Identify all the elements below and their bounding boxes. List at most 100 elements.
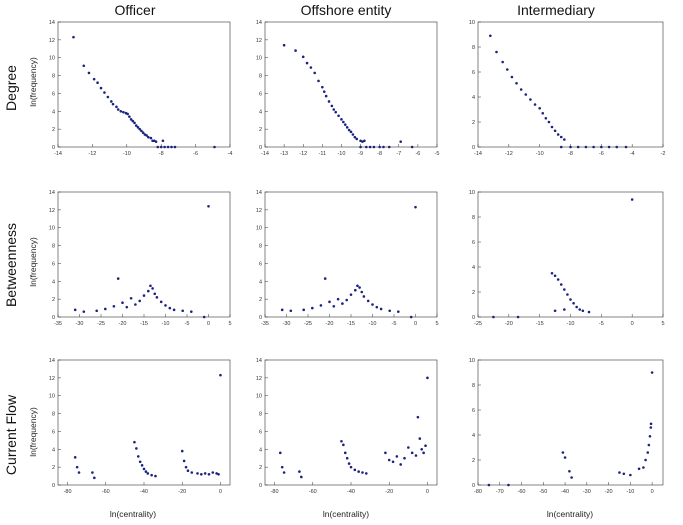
y-tick-label: 12 xyxy=(256,38,262,44)
y-tick-label: 4 xyxy=(52,109,55,115)
y-tick-label: 2 xyxy=(472,458,475,464)
data-point xyxy=(190,471,194,474)
data-point xyxy=(119,109,123,113)
data-point xyxy=(317,79,320,83)
data-point xyxy=(345,456,349,460)
data-point xyxy=(164,304,167,307)
data-point xyxy=(416,415,420,419)
data-point xyxy=(349,293,353,296)
data-point xyxy=(363,139,366,143)
x-tick-label: -12 xyxy=(299,151,307,157)
data-point xyxy=(96,81,99,85)
data-point xyxy=(145,134,148,137)
data-point xyxy=(568,469,571,473)
panel-frame xyxy=(477,21,664,148)
panel-frame xyxy=(57,359,231,486)
data-point xyxy=(77,471,81,474)
data-point xyxy=(495,50,498,54)
x-tick-label: -10 xyxy=(626,489,634,495)
data-point xyxy=(340,118,343,121)
data-point xyxy=(334,110,338,114)
data-point xyxy=(342,443,345,447)
y-tick-label: 14 xyxy=(256,190,262,196)
data-point xyxy=(87,71,91,75)
x-tick-label: -10 xyxy=(536,151,544,157)
data-point xyxy=(507,483,510,487)
data-point xyxy=(322,90,326,93)
y-tick-label: 0 xyxy=(259,145,262,151)
x-tick-label: -4 xyxy=(630,151,635,157)
y-tick-label: 14 xyxy=(49,358,55,364)
y-tick-label: 0 xyxy=(259,483,262,489)
data-point xyxy=(387,145,391,149)
y-tick-label: 6 xyxy=(52,91,55,97)
data-point xyxy=(343,123,347,126)
data-point xyxy=(409,315,413,319)
data-point xyxy=(280,465,284,469)
data-point xyxy=(203,472,207,475)
x-tick-label: 0 xyxy=(651,489,654,495)
data-point xyxy=(154,474,157,478)
data-point xyxy=(172,308,176,312)
data-point xyxy=(629,473,632,477)
data-point xyxy=(161,139,165,143)
column-title-offshore-entity: Offshore entity xyxy=(301,2,392,18)
data-point xyxy=(345,298,349,302)
data-point xyxy=(360,290,364,294)
y-tick-label: 0 xyxy=(52,315,55,321)
y-tick-label: 2 xyxy=(259,127,262,133)
data-point xyxy=(163,145,166,149)
y-tick-label: 12 xyxy=(256,208,262,214)
data-point xyxy=(294,49,297,52)
data-point xyxy=(82,310,86,313)
panel-officer-current-flow: -80 -60 -40 -20 0 0 2 4 6 8 10 12 14 xyxy=(49,358,231,495)
y-tick-label: 0 xyxy=(472,483,475,489)
data-point xyxy=(150,473,153,477)
data-point xyxy=(159,300,163,304)
data-point xyxy=(142,294,146,297)
data-point xyxy=(575,305,578,309)
ylabel-row-1: ln(frequency) xyxy=(28,57,38,107)
data-point xyxy=(375,305,379,309)
column-title-officer: Officer xyxy=(115,2,156,18)
y-tick-label: 6 xyxy=(52,261,55,267)
data-point xyxy=(624,145,628,149)
data-point xyxy=(524,93,528,96)
data-point xyxy=(391,460,395,464)
x-tick-label: -20 xyxy=(605,489,613,495)
y-tick-label: 4 xyxy=(259,279,262,285)
panel-frame xyxy=(57,21,231,148)
data-point xyxy=(116,277,120,280)
data-point xyxy=(135,447,138,450)
data-point xyxy=(104,307,107,311)
x-tick-label: -5 xyxy=(185,321,190,327)
panel-officer-degree: -14 -12 -10 -8 -6 -4 0 2 4 6 8 10 12 14 xyxy=(49,20,233,157)
data-point xyxy=(576,145,580,149)
y-tick-label: 4 xyxy=(472,433,475,439)
y-tick-label: 14 xyxy=(49,20,55,26)
data-point xyxy=(347,462,351,465)
data-point xyxy=(426,376,429,380)
data-point xyxy=(501,60,504,64)
y-tick-label: 0 xyxy=(472,145,475,151)
x-tick-label: -20 xyxy=(385,489,393,495)
data-point xyxy=(578,308,582,311)
data-point xyxy=(362,295,366,298)
x-tick-label: 0 xyxy=(219,489,222,495)
x-tick-label: -20 xyxy=(178,489,186,495)
data-point xyxy=(282,471,286,474)
data-point xyxy=(184,465,188,469)
data-point xyxy=(354,288,357,292)
x-tick-label: 0 xyxy=(414,321,417,327)
data-point xyxy=(213,145,216,149)
data-point xyxy=(73,308,77,312)
x-tick-label: -20 xyxy=(119,321,127,327)
x-tick-label: -40 xyxy=(140,489,148,495)
y-tick-label: 2 xyxy=(472,290,475,296)
x-tick-label: 0 xyxy=(631,321,634,327)
row-title-current-flow: Current Flow xyxy=(3,394,19,475)
data-point xyxy=(364,145,368,149)
data-point xyxy=(516,315,520,319)
y-tick-label: 6 xyxy=(259,429,262,435)
panel-offshore-betweenness: -35 -30 -25 -20 -15 -10 -5 0 5 0 2 4 6 8 10 12 14 xyxy=(256,190,439,327)
